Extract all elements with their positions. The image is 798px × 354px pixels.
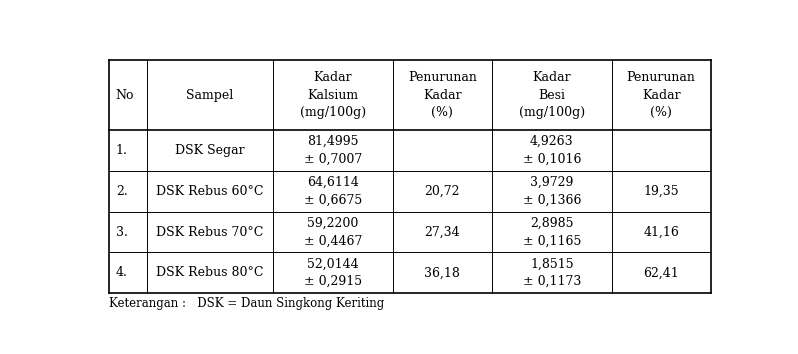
Text: 36,18: 36,18 [425, 266, 460, 279]
Text: 52,0144
± 0,2915: 52,0144 ± 0,2915 [304, 258, 362, 288]
Text: 19,35: 19,35 [643, 185, 679, 198]
Text: 3,9729
± 0,1366: 3,9729 ± 0,1366 [523, 176, 581, 206]
Text: 4,9263
± 0,1016: 4,9263 ± 0,1016 [523, 135, 581, 166]
Text: 64,6114
± 0,6675: 64,6114 ± 0,6675 [304, 176, 362, 206]
Text: DSK Rebus 70°C: DSK Rebus 70°C [156, 225, 263, 239]
Text: 20,72: 20,72 [425, 185, 460, 198]
Text: DSK Rebus 60°C: DSK Rebus 60°C [156, 185, 263, 198]
Text: Keterangan :   DSK = Daun Singkong Keriting: Keterangan : DSK = Daun Singkong Keritin… [109, 297, 385, 310]
Text: Penurunan
Kadar
(%): Penurunan Kadar (%) [626, 71, 696, 119]
Text: 2.: 2. [116, 185, 128, 198]
Text: Kadar
Kalsium
(mg/100g): Kadar Kalsium (mg/100g) [300, 71, 366, 119]
Text: Penurunan
Kadar
(%): Penurunan Kadar (%) [408, 71, 477, 119]
Text: DSK Rebus 80°C: DSK Rebus 80°C [156, 266, 263, 279]
Text: 41,16: 41,16 [643, 225, 679, 239]
Text: 1,8515
± 0,1173: 1,8515 ± 0,1173 [523, 258, 581, 288]
Text: 81,4995
± 0,7007: 81,4995 ± 0,7007 [304, 135, 362, 166]
Text: No: No [116, 88, 134, 102]
Text: 27,34: 27,34 [425, 225, 460, 239]
Text: 3.: 3. [116, 225, 128, 239]
Text: 59,2200
± 0,4467: 59,2200 ± 0,4467 [304, 217, 362, 247]
Text: 4.: 4. [116, 266, 128, 279]
Text: Kadar
Besi
(mg/100g): Kadar Besi (mg/100g) [519, 71, 585, 119]
Text: 2,8985
± 0,1165: 2,8985 ± 0,1165 [523, 217, 581, 247]
Text: Sampel: Sampel [186, 88, 234, 102]
Text: DSK Segar: DSK Segar [175, 144, 245, 157]
Text: 1.: 1. [116, 144, 128, 157]
Text: 62,41: 62,41 [643, 266, 679, 279]
